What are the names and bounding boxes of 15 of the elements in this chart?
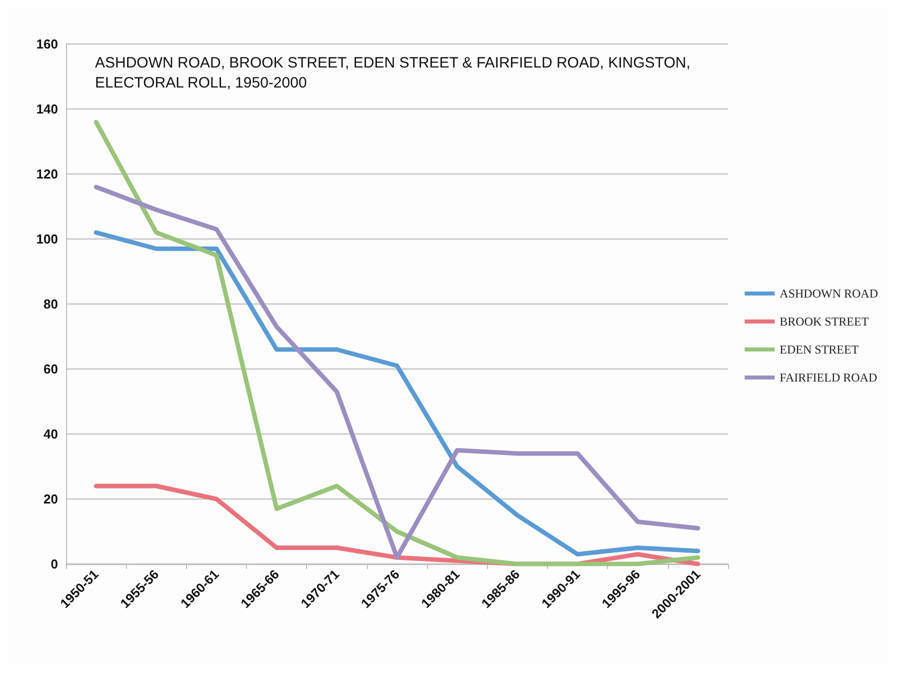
line-series [94,120,700,566]
y-tick-label: 160 [36,36,58,52]
y-tick-label: 120 [36,166,58,182]
y-tick-label: 80 [44,296,58,312]
y-tick-label: 60 [44,362,58,376]
y-tick-label: 140 [36,102,58,116]
legend-label: EDEN STREET [780,342,860,356]
y-tick-label: 20 [44,492,58,506]
y-tick-label: 40 [44,426,58,442]
y-tick-label: 0 [50,556,58,572]
text: ASHDOWN ROAD, BROOK STREET, EDEN STREET & FAIRFIELD ROAD, KINGSTON, ELECTORAL ROLL, 1950-2000 [95,54,690,92]
legend-label: FAIRFIELD ROAD [780,370,878,384]
legend-label: BROOK STREET [780,314,870,328]
legend-label: ASHDOWN ROAD [780,286,878,300]
y-tick-label: 100 [36,232,58,246]
